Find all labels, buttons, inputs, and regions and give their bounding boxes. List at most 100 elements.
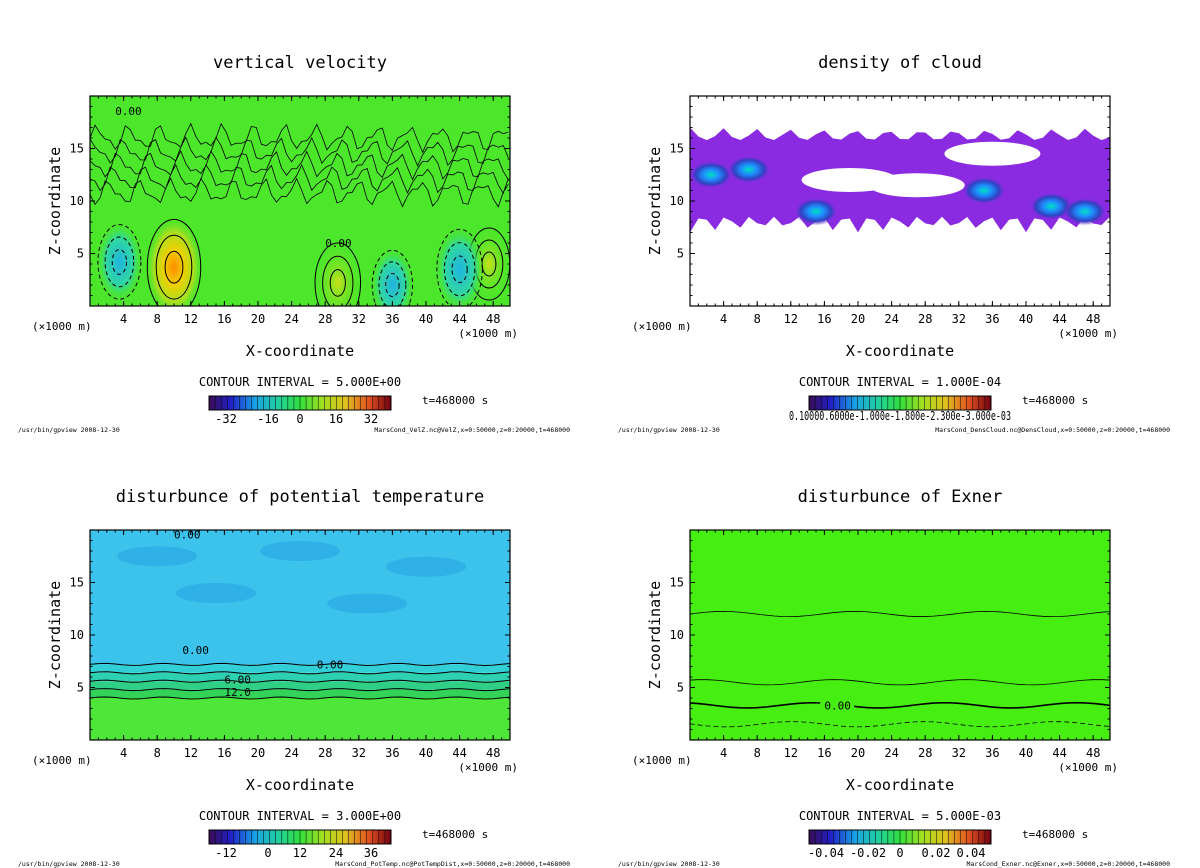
temperature-blotch [176, 583, 256, 603]
contour-line [90, 688, 510, 692]
contour-ring [104, 236, 135, 288]
x-tick-label: 24 [284, 746, 298, 760]
contour-line [690, 610, 1110, 618]
x-tick-label: 36 [385, 746, 399, 760]
contour-label: 0.00 [174, 528, 201, 541]
contour-ring [314, 242, 362, 306]
cloud-core [1062, 197, 1107, 226]
x-tick-label: 40 [419, 746, 433, 760]
x-tick-label: 44 [452, 746, 466, 760]
x-tick-label: 4 [120, 746, 127, 760]
chart-title: vertical velocity [213, 53, 387, 73]
contour-line [90, 122, 509, 208]
x-unit-label: (×1000 m) [32, 754, 92, 767]
colorbar-tick-label: 16 [329, 412, 343, 426]
time-label: t=468000 s [1022, 394, 1088, 407]
source-label: MarsCond_PotTemp.nc@PotTempDist,x=0:5000… [335, 860, 570, 868]
contour-ring [329, 269, 346, 297]
x-tick-label: 4 [120, 312, 127, 326]
x-tick-label: 20 [851, 746, 865, 760]
x-axis-title: X-coordinate [846, 776, 954, 794]
x-tick-label: 48 [1086, 312, 1100, 326]
colorbar-tick-label: 0 [264, 846, 271, 860]
colorbar-tick-label: 0.10000.6000e-1.000e-1.800e-2.300e-3.000… [789, 409, 1011, 423]
temperature-blotch [386, 556, 466, 577]
contour-label: 0.00 [182, 644, 209, 657]
contour-ring [97, 224, 142, 300]
contour-line [90, 679, 510, 683]
x-tick-label: 20 [851, 312, 865, 326]
contour-line [690, 679, 1110, 686]
temperature-blotch [327, 593, 408, 614]
x-tick-label: 12 [184, 746, 198, 760]
cloud-core [794, 197, 838, 226]
chart-title: disturbunce of potential temperature [116, 487, 484, 507]
x-tick-label: 40 [419, 312, 433, 326]
x-tick-label: 28 [318, 746, 332, 760]
temperature-layer [90, 689, 510, 698]
contour-ring [111, 248, 128, 275]
contour-interval: CONTOUR INTERVAL = 5.000E+00 [199, 375, 401, 389]
x-tick-label: 16 [817, 312, 831, 326]
contour-line [690, 701, 1110, 709]
contour-ring [451, 255, 468, 284]
x-tick-label: 28 [918, 746, 932, 760]
x-tick-label: 44 [1052, 746, 1066, 760]
contour-interval: CONTOUR INTERVAL = 1.000E-04 [799, 375, 1001, 389]
contour-ring [443, 242, 476, 297]
plot-area [690, 127, 1110, 233]
x-tick-label: 8 [754, 312, 761, 326]
colorbar-tick-label: -12 [215, 846, 237, 860]
x-unit-label: (×1000 m) [632, 754, 692, 767]
contour-line [90, 662, 510, 666]
contour-label: 0.00 [325, 237, 352, 250]
y-tick-label: 15 [670, 142, 684, 156]
contour-ring [322, 255, 354, 306]
x-tick-label: 20 [251, 312, 265, 326]
y-tick-label: 5 [677, 247, 684, 261]
y-axis-title: Z-coordinate [46, 147, 64, 255]
contour-ring [436, 228, 483, 306]
y-tick-label: 10 [70, 194, 84, 208]
contour-ring [371, 249, 414, 306]
x-tick-label: 48 [1086, 746, 1100, 760]
colorbar-tick-label: 0 [296, 412, 303, 426]
x-tick-label: 16 [817, 746, 831, 760]
y-tick-label: 10 [70, 628, 84, 642]
temperature-layer [90, 664, 510, 673]
x-tick-label: 16 [217, 312, 231, 326]
y-tick-label: 5 [77, 247, 84, 261]
x-tick-label: 12 [784, 746, 798, 760]
x-unit-label: (×1000 m) [1058, 327, 1118, 340]
colorbar-tick-label: 0 [896, 846, 903, 860]
x-tick-label: 12 [184, 312, 198, 326]
x-unit-label: (×1000 m) [1058, 761, 1118, 774]
x-tick-label: 40 [1019, 312, 1033, 326]
x-tick-label: 4 [720, 746, 727, 760]
x-tick-label: 48 [486, 746, 500, 760]
colorbar-tick-label: 0.02 [922, 846, 951, 860]
chart-panel-3: disturbunce of potential temperature 0.00… [18, 487, 570, 868]
x-tick-label: 36 [985, 746, 999, 760]
x-axis-title: X-coordinate [246, 776, 354, 794]
contour-label: 12.0 [224, 686, 251, 699]
x-tick-label: 36 [385, 312, 399, 326]
x-tick-label: 24 [884, 312, 898, 326]
temperature-blotch [117, 546, 198, 567]
y-tick-label: 10 [670, 628, 684, 642]
contour-label-bg [820, 699, 855, 712]
plot-background [690, 530, 1110, 740]
y-tick-label: 15 [670, 576, 684, 590]
colorbar-tick-label: 12 [293, 846, 307, 860]
footer-program-date: /usr/bin/gpview 2008-12-30 [618, 426, 720, 434]
colorbar-tick-label: -16 [257, 412, 279, 426]
contour-ring [146, 218, 202, 306]
x-tick-label: 48 [486, 312, 500, 326]
y-axis-title: Z-coordinate [46, 581, 64, 689]
data-feature [435, 226, 484, 306]
x-tick-label: 20 [251, 746, 265, 760]
contour-label: 6.00 [224, 673, 251, 686]
